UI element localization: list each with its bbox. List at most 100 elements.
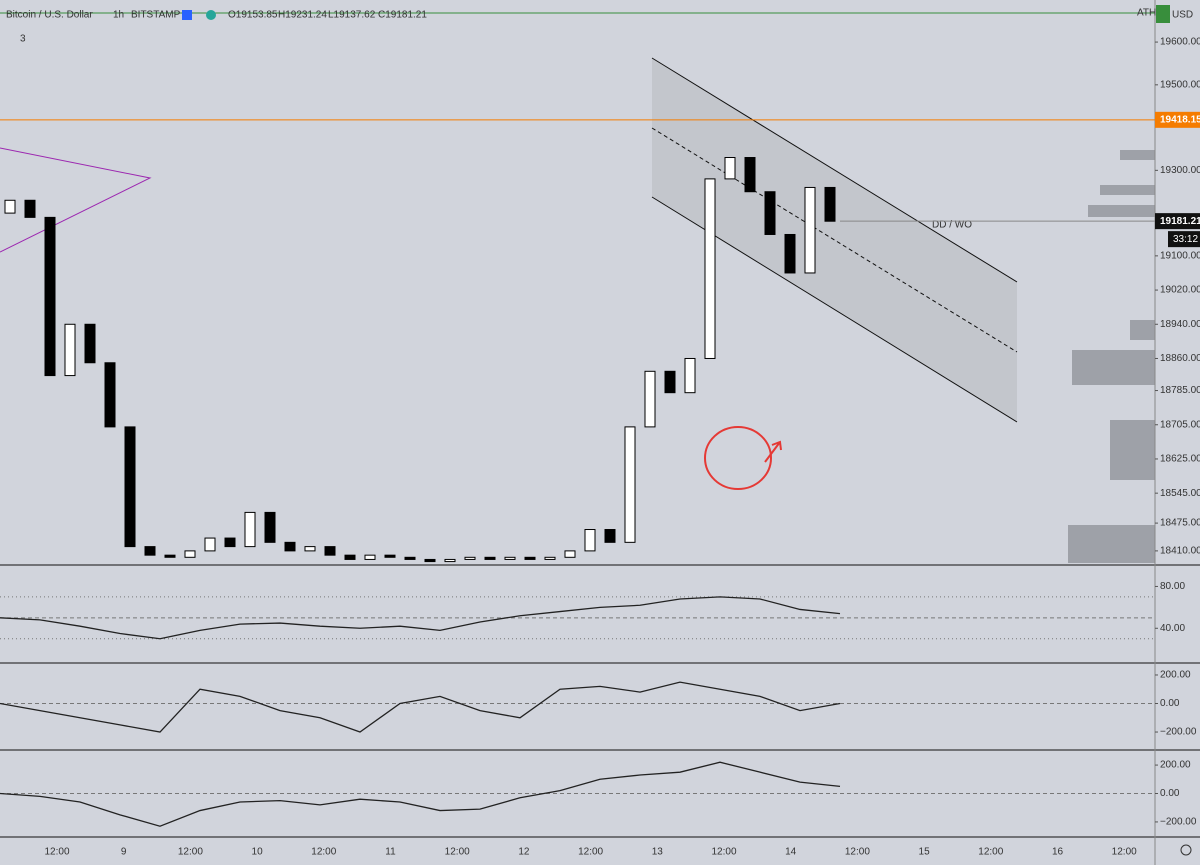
y-tick-label: 19300.00 [1160, 165, 1200, 176]
y-tick-label: 18410.00 [1160, 546, 1200, 557]
y-tick-label: 19100.00 [1160, 250, 1200, 261]
y-tick-label: 18625.00 [1160, 454, 1200, 465]
x-tick-label: 12:00 [845, 847, 870, 858]
y-tick-label: 0.00 [1160, 788, 1180, 799]
profile-bar [1110, 420, 1155, 480]
ath-tag [1156, 5, 1170, 23]
candle [64, 323, 76, 377]
candle [704, 178, 716, 359]
price-tag-label: 19418.15 [1160, 114, 1200, 125]
candle [104, 362, 116, 428]
channel-fill [652, 58, 1017, 422]
x-tick-label: 12:00 [44, 847, 69, 858]
candle [624, 426, 636, 543]
y-tick-label: 18545.00 [1160, 488, 1200, 499]
candle [204, 537, 216, 552]
candle [804, 186, 816, 274]
circle-annotation [704, 426, 772, 490]
ohlc-high: H19231.24 [278, 10, 327, 21]
indicator-line [0, 681, 841, 733]
status-icon[interactable] [206, 10, 216, 20]
price-tag [1155, 213, 1200, 230]
channel-top [651, 57, 1018, 283]
y-tick-label: 80.00 [1160, 581, 1185, 592]
candle [664, 370, 676, 394]
x-tick-label: 16 [1052, 847, 1064, 858]
candle [784, 233, 796, 274]
price-tag [1155, 111, 1200, 128]
candle [644, 370, 656, 428]
settings-icon[interactable] [1180, 844, 1192, 856]
y-tick-label: 18860.00 [1160, 353, 1200, 364]
x-tick-label: 12 [518, 847, 530, 858]
candle [524, 556, 536, 560]
indicator-count[interactable]: 3 [20, 34, 26, 45]
indicator-line [0, 761, 841, 827]
candle [684, 357, 696, 394]
x-tick-label: 9 [121, 847, 127, 858]
candle [604, 529, 616, 543]
y-tick-label: −200.00 [1160, 817, 1197, 828]
candle [464, 556, 476, 560]
candle [484, 556, 496, 560]
candle [304, 546, 316, 552]
y-tick-label: 19020.00 [1160, 285, 1200, 296]
candle [324, 546, 336, 556]
candle [184, 550, 196, 558]
price-tag-label: 19181.21 [1160, 216, 1200, 227]
profile-bar [1072, 350, 1155, 385]
profile-bar [1088, 205, 1155, 217]
x-tick-label: 12:00 [711, 847, 736, 858]
indicator-line [0, 596, 841, 640]
profile-bar [1120, 150, 1155, 160]
volume-profile [1068, 150, 1155, 563]
candle [724, 157, 736, 180]
candle [584, 529, 596, 552]
candle [4, 199, 16, 214]
candle [364, 554, 376, 560]
y-tick-label: 19600.00 [1160, 37, 1200, 48]
candle [444, 558, 456, 563]
candle [124, 426, 136, 548]
x-tick-label: 13 [652, 847, 664, 858]
arrow-annotation [764, 440, 782, 463]
y-tick-label: 18705.00 [1160, 419, 1200, 430]
candle [264, 511, 276, 543]
candle [24, 199, 36, 218]
x-tick-label: 11 [385, 847, 396, 858]
ohlc-low: L19137.62 [328, 10, 376, 21]
y-tick-label: 19500.00 [1160, 79, 1200, 90]
y-tick-label: 18785.00 [1160, 385, 1200, 396]
candle [404, 556, 416, 560]
ohlc-close: C19181.21 [378, 10, 427, 21]
countdown-tag [1168, 231, 1200, 248]
candle [504, 556, 516, 560]
y-tick-label: 18940.00 [1160, 319, 1200, 330]
x-tick-label: 14 [785, 847, 797, 858]
candle [144, 546, 156, 556]
x-tick-label: 10 [252, 847, 264, 858]
y-tick-label: −200.00 [1160, 727, 1197, 738]
y-tick-label: 0.00 [1160, 698, 1180, 709]
candle [824, 186, 836, 222]
x-tick-label: 15 [919, 847, 931, 858]
flag-icon[interactable] [182, 10, 192, 20]
candle [44, 216, 56, 377]
x-tick-label: 12:00 [311, 847, 336, 858]
candle [164, 554, 176, 558]
x-tick-label: 12:00 [445, 847, 470, 858]
x-tick-label: 12:00 [578, 847, 603, 858]
candle [424, 558, 436, 563]
ath-label: ATH [1137, 8, 1156, 19]
candle [564, 550, 576, 558]
y-tick-label: 40.00 [1160, 623, 1185, 634]
y-tick-label: 200.00 [1160, 760, 1191, 771]
candle [344, 554, 356, 560]
currency: USD [1172, 10, 1193, 21]
candle [84, 323, 96, 364]
countdown: 33:12 [1173, 234, 1198, 245]
candle [224, 537, 236, 548]
candle [544, 556, 556, 560]
